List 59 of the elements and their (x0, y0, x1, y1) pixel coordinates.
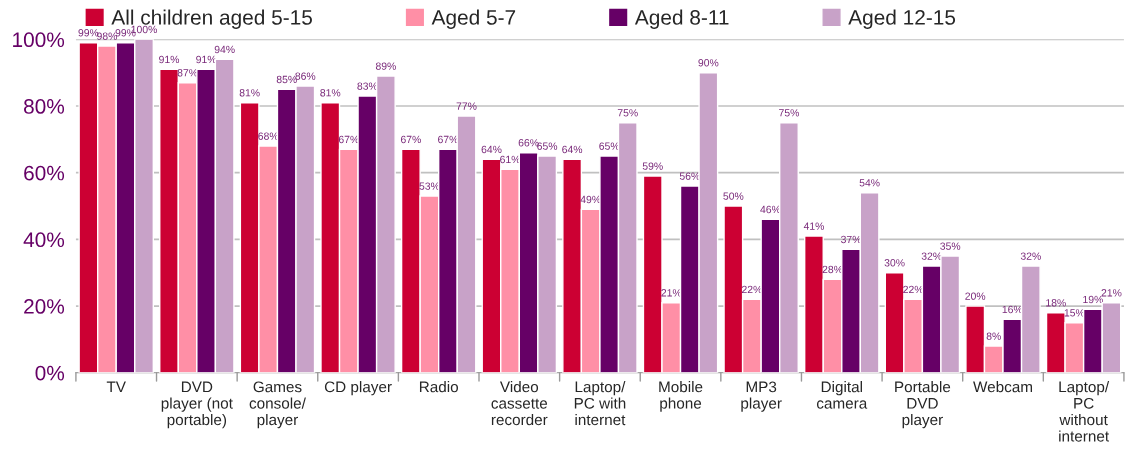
data-label: 67% (400, 135, 421, 144)
data-label: 54% (859, 179, 880, 187)
data-label: 91% (159, 55, 180, 64)
x-tick-label: Digital camera (816, 381, 868, 409)
data-label: 81% (320, 89, 341, 97)
x-tick-label: Radio (419, 381, 459, 393)
data-label: 86% (295, 72, 316, 80)
data-label: 99% (78, 29, 99, 37)
x-tick-label: Video cassette recorder (491, 381, 548, 426)
x-tick-label: Mobile phone (659, 381, 703, 412)
y-tick-label: 40% (23, 232, 65, 248)
data-label: 89% (375, 62, 396, 70)
y-tick-label: 60% (24, 165, 65, 181)
x-tick-label: Webcam (973, 381, 1033, 393)
data-label: 67% (438, 135, 459, 144)
data-label: 20% (965, 292, 986, 300)
x-tick-label: TV (106, 381, 126, 393)
data-label: 46% (760, 205, 781, 214)
data-label: 35% (940, 242, 961, 250)
y-tick-label: 20% (24, 299, 65, 314)
y-tick-label: 0% (35, 365, 65, 381)
data-label: 85% (276, 75, 297, 84)
data-label: 22% (741, 285, 762, 294)
data-label: 15% (1064, 309, 1085, 317)
legend-label: Aged 8-11 (634, 9, 729, 29)
data-label: 53% (419, 182, 440, 190)
legend-label: Aged 12-15 (848, 9, 956, 29)
data-label: 19% (1083, 295, 1103, 304)
data-label: 94% (214, 45, 235, 54)
data-label: 98% (97, 32, 117, 40)
data-label: 64% (562, 145, 583, 154)
data-label: 21% (661, 289, 682, 297)
x-tick-label: MP3 player (741, 381, 782, 412)
data-label: 75% (779, 109, 800, 117)
x-tick-label: Laptop/ PC without internet (1059, 381, 1110, 442)
data-label: 32% (1020, 252, 1041, 260)
data-label: 18% (1046, 299, 1066, 307)
data-label: 64% (481, 145, 502, 154)
y-tick-label: 100% (13, 32, 65, 48)
data-label: 65% (537, 142, 558, 150)
x-tick-label: Games console/ player (249, 381, 306, 429)
data-label: 77% (456, 102, 477, 110)
data-label: 90% (698, 59, 719, 67)
data-label: 81% (239, 89, 260, 97)
data-label: 41% (803, 222, 825, 230)
data-label: 66% (518, 139, 539, 147)
data-label: 30% (884, 259, 905, 267)
data-label: 50% (723, 192, 744, 200)
y-tick-label: 80% (24, 99, 65, 114)
data-label: 59% (642, 162, 663, 170)
legend-label: Aged 5-7 (431, 9, 516, 29)
data-label: 8% (986, 332, 1001, 340)
x-tick-label: Portable DVD player (895, 381, 951, 429)
x-tick-label: DVD player (not portable) (161, 381, 233, 429)
x-tick-label: CD player (324, 381, 392, 396)
data-label: 75% (617, 109, 638, 117)
data-label: 16% (1002, 305, 1023, 314)
data-label: 21% (1101, 289, 1122, 297)
x-tick-label: Laptop/ PC with internet (574, 381, 626, 426)
